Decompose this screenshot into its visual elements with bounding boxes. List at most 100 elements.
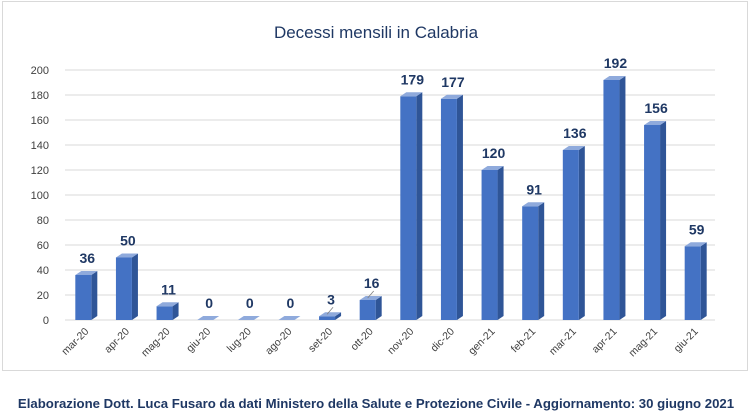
bar-side [131,253,138,320]
x-tick-label: giu-20 [184,326,213,355]
bar-front [400,96,417,320]
bar [75,271,98,320]
data-label: 11 [161,281,176,297]
bar-top [481,166,504,170]
data-label: 156 [644,100,668,116]
bar-front [156,306,173,320]
bar-side [497,166,504,320]
bar-front [75,275,92,320]
bar-top [522,202,545,207]
x-tick-label: feb-21 [509,326,539,356]
x-tick-label: mar-20 [59,326,91,358]
bar-top [197,316,220,320]
x-tick-label: gen-21 [466,326,498,358]
bar-front [522,206,539,320]
y-tick-label: 60 [37,240,49,252]
bar [562,146,585,320]
y-tick-label: 120 [31,165,49,177]
bar-side [91,271,98,320]
y-tick-label: 160 [31,115,49,127]
y-tick-label: 140 [31,140,49,152]
bar-side [335,312,342,320]
bar [400,92,423,320]
bar-top [562,146,585,150]
y-tick-label: 180 [31,90,49,102]
label-leader [367,290,374,299]
data-label: 136 [563,125,587,141]
y-tick-label: 200 [31,65,49,77]
data-label: 192 [604,55,628,71]
data-labels: 36 50 11 0 0 0 3 16 179 177 120 91 136 192 156 59 [80,55,705,315]
chart-frame: Decessi mensili in Calabria 0 20 40 60 80 100… [2,1,748,371]
bar [359,296,382,320]
source-footer: Elaborazione Dott. Luca Fusaro da dati M… [17,396,735,411]
y-tick-label: 0 [43,315,49,327]
data-label: 0 [287,295,295,311]
x-tick-label: apr-21 [590,326,620,356]
bar-front [440,98,457,320]
data-label: 0 [205,295,213,311]
bar-top [278,316,301,320]
bar [237,316,260,320]
bar-side [619,76,626,320]
bar-front [562,150,579,320]
bar-front [684,246,701,320]
bar [319,312,342,320]
bar-top [440,94,463,99]
bar-side [375,296,382,320]
bar-top [115,253,138,258]
bar-top [603,76,626,80]
bar [115,253,138,320]
bar-side [456,94,463,320]
bar-side [700,242,707,320]
x-tick-label: lug-20 [225,326,254,355]
x-tick-label: dic-20 [428,326,457,355]
bar-side [538,202,545,320]
bar [603,76,626,320]
bar-side [578,146,585,320]
data-label: 3 [327,291,335,307]
bar-front [319,316,336,320]
y-tick-label: 20 [37,290,49,302]
y-tick-label: 100 [31,190,49,202]
data-label: 16 [364,275,380,291]
bar-top [644,121,667,125]
bar [684,242,707,320]
x-tick-label: ott-20 [348,326,376,354]
bar-top [237,316,260,320]
bar-chart: Decessi mensili in Calabria 0 20 40 60 80 100… [31,23,715,360]
bar-top [319,312,342,317]
bar-top [400,92,423,97]
data-label: 177 [441,74,465,90]
chart-title: Decessi mensili in Calabria [274,23,479,42]
bar-side [172,302,179,320]
bar-front [644,125,661,320]
bar [644,121,667,320]
x-tick-label: mag-20 [139,326,173,360]
bar-top [75,271,98,275]
bar-front [481,170,498,320]
bar-side [416,92,423,320]
bar [278,316,301,320]
x-tick-label: giu-21 [672,326,701,355]
x-tick-label: nov-20 [385,326,416,357]
bar-front [359,300,376,320]
bar-top [156,302,179,307]
data-label: 36 [80,250,96,266]
y-axis-ticks: 0 20 40 60 80 100 120 140 160 180 200 [31,65,49,327]
bar [481,166,504,320]
x-tick-label: apr-20 [102,326,132,356]
bars [75,76,707,320]
y-tick-label: 80 [37,215,49,227]
x-tick-label: mag-21 [627,326,661,360]
x-tick-label: ago-20 [263,326,295,358]
x-axis-ticks: mar-20 apr-20 mag-20 giu-20 lug-20 ago-20 set-… [59,326,700,360]
bar-top [684,242,707,247]
data-label: 179 [401,71,425,87]
x-tick-label: mar-21 [547,326,579,358]
x-tick-label: set-20 [306,326,335,355]
data-label: 59 [689,221,705,237]
bar-front [603,80,620,320]
bar [197,316,220,320]
bar [156,302,179,320]
